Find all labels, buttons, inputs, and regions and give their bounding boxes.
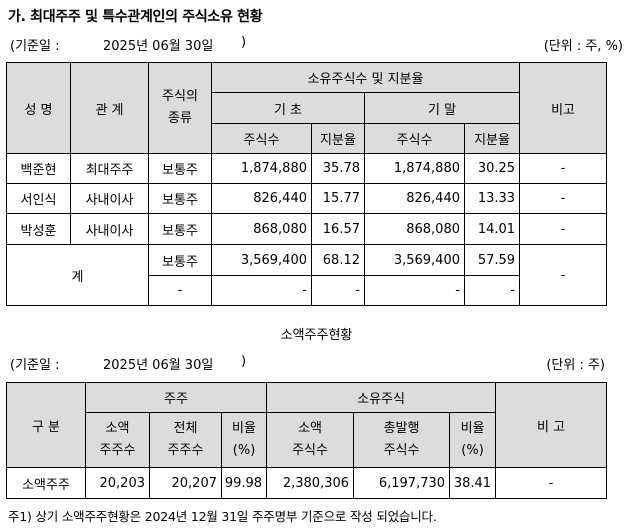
cell-end-shares: 1,874,880 [364,153,465,184]
cell-end-ratio: - [463,275,521,306]
header-category: 구 분 [6,382,86,468]
cell-end-ratio: 30.25 [463,153,521,184]
minority-shareholder-table: 구 분 주주 소유주식 비 고 소액 주주수 전체 주주수 비율 (%) 소액 … [6,382,608,499]
header-total-issued: 총발행 주식수 [353,412,451,468]
cell-name: 박성훈 [6,213,71,245]
header-begin-ratio: 지분율 [311,123,365,154]
cell-share-ratio: 38.41 [449,467,497,499]
header-name: 성 명 [6,62,71,154]
cell-type: 보통주 [148,183,212,214]
cell-begin-shares: - [211,275,312,306]
cell-remark: - [495,467,608,499]
cell-begin-shares: 1,874,880 [211,153,312,184]
total-row: - - - - - [7,275,607,306]
cell-type: 보통주 [148,213,212,245]
cell-minor-shares: 2,380,306 [266,467,355,499]
base-date-label: (기준일 : [10,358,60,373]
cell-end-ratio: 13.33 [463,183,521,214]
header-minor-holders: 소액 주주수 [85,412,150,468]
total-row: 계 보통주 3,569,400 68.12 3,569,400 57.59 - [6,244,608,306]
minority-section-title: 소액주주현황 [280,328,353,343]
cell-begin-ratio: 68.12 [311,244,365,276]
total-label: 계 [6,244,149,306]
major-shareholder-table: 성 명 관 계 주식의 종류 소유주식수 및 지분율 비고 기 초 기 말 주식… [6,62,608,306]
unit-label: (단위 : 주) [546,358,605,373]
cell-remark: - [519,153,608,184]
cell-name: 백준현 [6,153,71,184]
cell-type: 보통주 [148,153,212,184]
cell-begin-ratio: 15.77 [311,183,365,214]
header-holder-ratio: 비율 (%) [220,412,268,468]
cell-category: 소액주주 [6,467,86,499]
cell-begin-shares: 826,440 [211,183,312,214]
base-date: 2025년 06월 30일 [103,39,214,54]
cell-begin-shares: 868,080 [211,213,312,245]
cell-begin-ratio: - [311,275,365,306]
header-remark: 비고 [519,62,608,154]
cell-remark: - [519,183,608,214]
cell-begin-ratio: 35.78 [311,153,365,184]
footnote: 주1) 상기 소액주주현황은 2024년 12월 31일 주주명부 기준으로 작… [8,509,437,524]
header-begin: 기 초 [211,92,365,124]
cell-total-issued: 6,197,730 [353,467,451,499]
cell-relation: 사내이사 [70,183,149,214]
header-share-ratio: 비율 (%) [449,412,497,468]
header-total-holders: 전체 주주수 [149,412,222,468]
header-relation: 관 계 [70,62,149,154]
base-date-close: ) [241,35,247,50]
table-row: 서인식 사내이사 보통주 826,440 15.77 826,440 13.33… [6,183,608,214]
cell-remark: - [519,213,608,245]
header-minor-shares: 소액 주식수 [266,412,355,468]
cell-end-shares: 826,440 [364,183,465,214]
cell-holder-ratio: 99.98 [220,467,268,499]
cell-end-shares: - [364,275,465,306]
page-title: 가. 최대주주 및 특수관계인의 주식소유 현황 [8,9,263,25]
cell-total-holders: 20,207 [149,467,222,499]
table-row: 박성훈 사내이사 보통주 868,080 16.57 868,080 14.01… [6,213,608,245]
cell-minor-holders: 20,203 [85,467,150,499]
cell-begin-ratio: 16.57 [311,213,365,245]
unit-label: (단위 : 주, %) [543,39,623,54]
cell-type: - [148,275,212,306]
table-row: 소액주주 20,203 20,207 99.98 2,380,306 6,197… [6,467,608,499]
cell-name: 서인식 [6,183,71,214]
base-date-label: (기준일 : [10,39,60,54]
cell-remark: - [519,244,608,306]
base-date: 2025년 06월 30일 [103,358,214,373]
header-holdings: 소유주식수 및 지분율 [210,62,521,93]
header-begin-shares: 주식수 [211,123,312,154]
table-row: 백준현 최대주주 보통주 1,874,880 35.78 1,874,880 3… [6,153,608,184]
header-remark: 비 고 [495,382,608,468]
cell-relation: 최대주주 [70,153,149,184]
cell-begin-shares: 3,569,400 [211,244,312,276]
cell-relation: 사내이사 [70,213,149,245]
header-end-shares: 주식수 [364,123,465,154]
header-holders: 주주 [84,382,268,413]
cell-type: 보통주 [148,244,212,276]
cell-end-ratio: 57.59 [463,244,521,276]
header-end: 기 말 [363,92,521,124]
header-end-ratio: 지분율 [463,123,521,154]
header-shares: 소유주식 [266,382,497,413]
cell-end-shares: 3,569,400 [364,244,465,276]
cell-end-shares: 868,080 [364,213,465,245]
base-date-close: ) [241,354,247,369]
cell-end-ratio: 14.01 [463,213,521,245]
header-stock-type: 주식의 종류 [148,62,212,154]
